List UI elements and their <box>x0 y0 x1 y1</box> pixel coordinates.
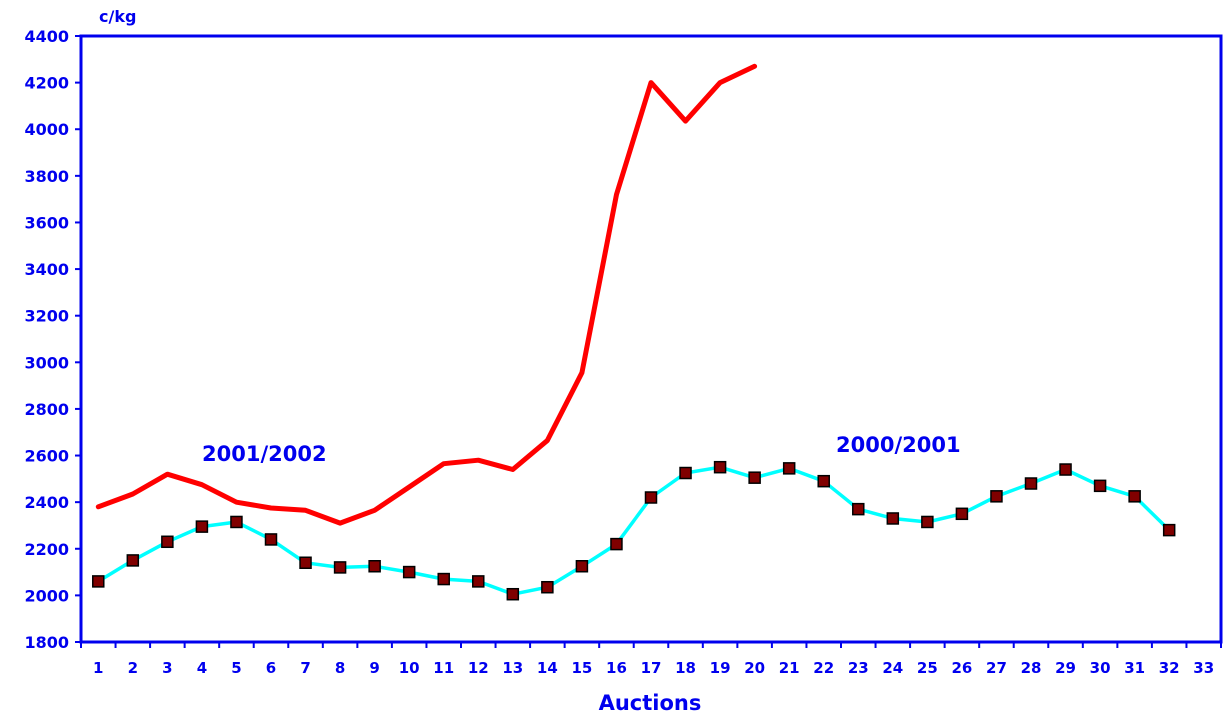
data-point-marker <box>437 572 450 586</box>
x-tick-label: 1 <box>93 659 103 677</box>
x-tick-label: 30 <box>1090 659 1111 677</box>
y-tick-label: 4400 <box>24 27 69 46</box>
x-tick-label: 23 <box>848 659 869 677</box>
y-axis-unit-label: c/kg <box>99 7 136 26</box>
data-point-marker <box>299 556 312 570</box>
x-tick-label: 18 <box>675 659 696 677</box>
x-tick-label: 11 <box>433 659 454 677</box>
y-tick-label: 2600 <box>24 447 69 466</box>
data-point-marker <box>230 515 243 529</box>
data-point-marker <box>195 520 209 533</box>
x-tick-label: 21 <box>779 659 800 677</box>
y-tick-label: 3200 <box>24 307 69 326</box>
x-tick-label: 28 <box>1021 659 1042 677</box>
data-point-marker <box>748 471 761 484</box>
series-line-2001-2002 <box>95 63 758 526</box>
x-tick-label: 19 <box>710 659 731 677</box>
data-point-marker <box>644 491 658 504</box>
x-tick-label: 17 <box>641 659 662 677</box>
x-tick-label: 29 <box>1055 659 1076 677</box>
series-layer <box>92 63 1176 601</box>
x-tick-label: 8 <box>335 659 345 677</box>
x-tick-label: 5 <box>231 659 241 677</box>
data-point-marker <box>679 466 692 480</box>
y-tick-label: 4200 <box>24 74 69 93</box>
series-label-2001-2002: 2001/2002 <box>202 442 327 466</box>
x-tick-label: 26 <box>951 659 972 677</box>
x-tick-label: 10 <box>399 659 420 677</box>
data-point-marker <box>472 575 485 588</box>
data-point-marker <box>610 537 623 551</box>
data-point-marker <box>852 502 865 516</box>
x-tick-label: 24 <box>882 659 903 677</box>
x-tick-label: 4 <box>197 659 207 677</box>
data-point-marker <box>575 560 589 573</box>
series-line-2000-2001 <box>96 465 1171 596</box>
data-point-marker <box>333 561 347 574</box>
data-point-marker <box>402 565 416 579</box>
data-point-marker <box>886 512 900 525</box>
x-tick-label: 25 <box>917 659 938 677</box>
x-tick-label: 9 <box>369 659 379 677</box>
x-tick-label: 32 <box>1159 659 1180 677</box>
data-point-marker <box>541 580 554 594</box>
y-tick-label: 2200 <box>24 540 69 559</box>
data-point-marker <box>1059 463 1072 476</box>
data-point-marker <box>1128 490 1141 503</box>
data-point-marker <box>264 533 278 546</box>
data-point-marker <box>1024 477 1038 490</box>
x-tick-label: 12 <box>468 659 489 677</box>
plot-area-frame <box>79 34 1223 644</box>
y-tick-label: 2000 <box>24 586 69 605</box>
data-point-marker <box>506 587 520 601</box>
y-tick-label: 2800 <box>24 400 69 419</box>
x-tick-label: 13 <box>502 659 523 677</box>
data-point-marker <box>990 490 1003 503</box>
x-tick-label: 7 <box>300 659 310 677</box>
data-point-marker <box>1093 479 1107 493</box>
series-label-2000-2001: 2000/2001 <box>836 433 961 457</box>
x-axis-ticks: 1 2 3 4 5 6 7 8 9 10 11 12 13 14 15 16 17 18 19 20 21 22 23 24 2… <box>80 642 1222 677</box>
y-tick-label: 4000 <box>24 120 69 139</box>
y-tick-label: 3400 <box>24 260 69 279</box>
x-tick-label: 14 <box>537 659 558 677</box>
x-tick-label: 16 <box>606 659 627 677</box>
x-tick-label: 6 <box>266 659 276 677</box>
data-point-marker <box>126 554 140 567</box>
y-tick-label: 3600 <box>24 213 69 232</box>
data-point-marker <box>161 535 174 549</box>
data-point-marker <box>955 507 969 521</box>
x-tick-label: 20 <box>744 659 765 677</box>
x-tick-label: 33 <box>1193 659 1214 677</box>
x-tick-label: 27 <box>986 659 1007 677</box>
y-tick-label: 1800 <box>24 633 69 652</box>
data-point-marker <box>1162 523 1176 537</box>
x-axis-title: Auctions <box>599 691 702 715</box>
y-axis-ticks: 1800 2000 2200 2400 2600 2800 3000 3200 3400 3600… <box>24 27 81 652</box>
data-point-marker <box>92 575 105 588</box>
data-point-marker <box>817 474 830 488</box>
x-tick-label: 22 <box>813 659 834 677</box>
x-tick-label: 3 <box>162 659 172 677</box>
x-tick-label: 15 <box>571 659 592 677</box>
data-point-marker <box>368 560 381 573</box>
x-tick-label: 31 <box>1124 659 1145 677</box>
x-tick-label: 2 <box>128 659 138 677</box>
y-tick-label: 3000 <box>24 353 69 372</box>
data-point-marker <box>782 462 796 475</box>
data-point-marker <box>921 515 934 529</box>
data-point-marker <box>713 460 727 474</box>
y-tick-label: 2400 <box>24 493 69 512</box>
y-tick-label: 3800 <box>24 167 69 186</box>
